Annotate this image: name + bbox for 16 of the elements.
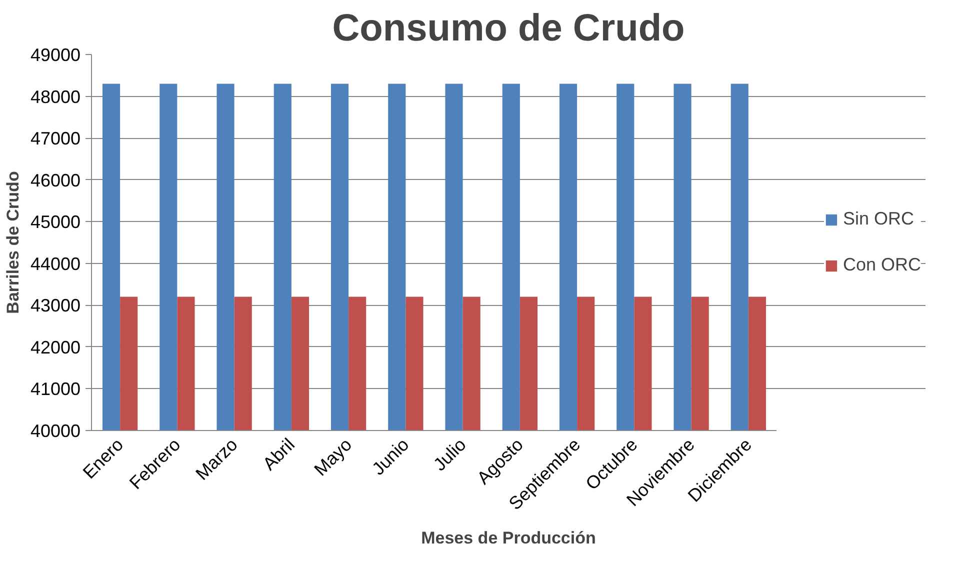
- x-tick-label: Julio: [430, 434, 470, 475]
- y-tick-label: 41000: [30, 379, 81, 400]
- legend-label: Sin ORC: [842, 208, 914, 230]
- y-tick-label: 44000: [30, 254, 81, 274]
- y-tick-label: 47000: [30, 128, 81, 149]
- legend-label: Con ORC: [842, 254, 921, 276]
- y-tick-label: 43000: [30, 296, 81, 316]
- y-tick-label: 42000: [30, 337, 81, 358]
- y-tick-label: 45000: [30, 212, 81, 232]
- y-tick-label: 49000: [30, 45, 81, 65]
- y-tick-label: 46000: [30, 170, 81, 190]
- chart-title: Consumo de Crudo: [332, 8, 685, 50]
- y-tick-label: 48000: [30, 86, 81, 107]
- y-axis-title: Barriles de Crudo: [3, 171, 22, 314]
- x-axis-title: Meses de Producción: [421, 528, 596, 548]
- y-tick-label: 40000: [30, 421, 81, 441]
